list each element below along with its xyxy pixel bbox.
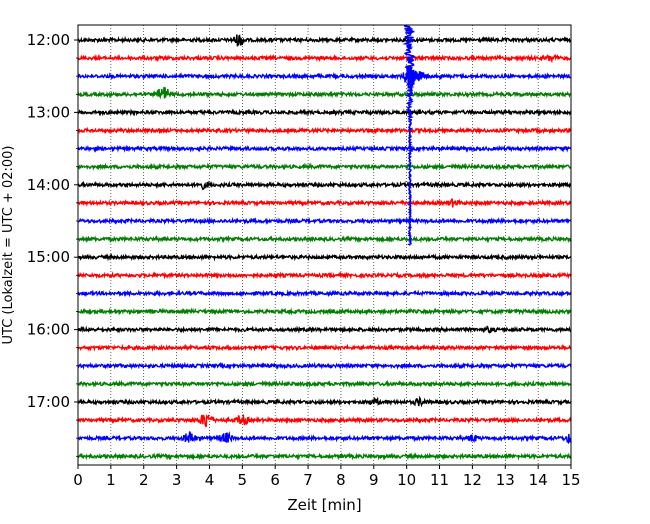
x-tick-label: 12 [463, 471, 482, 489]
x-tick-label: 5 [238, 471, 248, 489]
x-tick-label: 2 [139, 471, 149, 489]
seismic-trace [77, 379, 572, 389]
x-tick-label: 14 [529, 471, 548, 489]
event-layer [402, 25, 431, 246]
quake-waveform [402, 25, 416, 246]
seismic-trace [77, 108, 572, 117]
x-tick-label: 3 [172, 471, 182, 489]
seismic-trace [77, 65, 572, 89]
x-tick-label: 6 [270, 471, 280, 489]
x-tick-label: 15 [561, 471, 580, 489]
x-tick-label: 11 [430, 471, 449, 489]
y-tick-label: 17:00 [27, 393, 70, 411]
seismic-trace [77, 252, 572, 262]
x-axis-label: Zeit [min] [287, 496, 361, 514]
y-tick-label: 14:00 [27, 176, 70, 194]
y-tick-label: 15:00 [27, 248, 70, 266]
seismic-trace [77, 216, 572, 226]
seismic-trace [77, 271, 572, 280]
seismic-trace [77, 325, 572, 334]
trace-layer [77, 34, 572, 461]
plot-frame [77, 24, 572, 466]
x-tick-label: 1 [106, 471, 116, 489]
seismic-trace [77, 234, 572, 244]
x-tick-label: 4 [205, 471, 215, 489]
y-tick-label: 12:00 [27, 31, 70, 49]
x-tick-label: 10 [397, 471, 416, 489]
x-tick-label: 13 [496, 471, 515, 489]
seismic-trace [77, 180, 572, 191]
seismic-trace [77, 162, 572, 171]
seismic-trace [77, 126, 572, 135]
axis-layer: 0 1 2 3 4 5 6 7 8 9 10 11 12 13 14 1512:0013:0014:0015:… [27, 31, 581, 489]
y-axis-label: UTC (Lokalzeit = UTC + 02:00) [1, 146, 16, 345]
seismic-trace [77, 395, 572, 408]
seismic-trace [77, 198, 572, 208]
x-tick-label: 0 [73, 471, 83, 489]
seismic-trace [77, 413, 572, 428]
y-tick-label: 13:00 [27, 103, 70, 121]
seismic-trace [77, 343, 572, 352]
x-tick-label: 8 [336, 471, 346, 489]
x-tick-label: 9 [369, 471, 379, 489]
seismic-trace [77, 34, 572, 47]
quake-coda [409, 66, 431, 85]
y-tick-label: 16:00 [27, 321, 70, 339]
seismic-trace [77, 53, 572, 64]
seismic-trace [77, 86, 572, 100]
seismic-trace [77, 144, 572, 153]
grid-layer [110, 25, 539, 465]
seismic-trace [77, 307, 572, 316]
seismic-trace [77, 289, 572, 298]
seismic-trace [77, 431, 572, 445]
seismic-trace [77, 452, 572, 461]
x-tick-label: 7 [303, 471, 313, 489]
seismic-trace [77, 361, 572, 371]
